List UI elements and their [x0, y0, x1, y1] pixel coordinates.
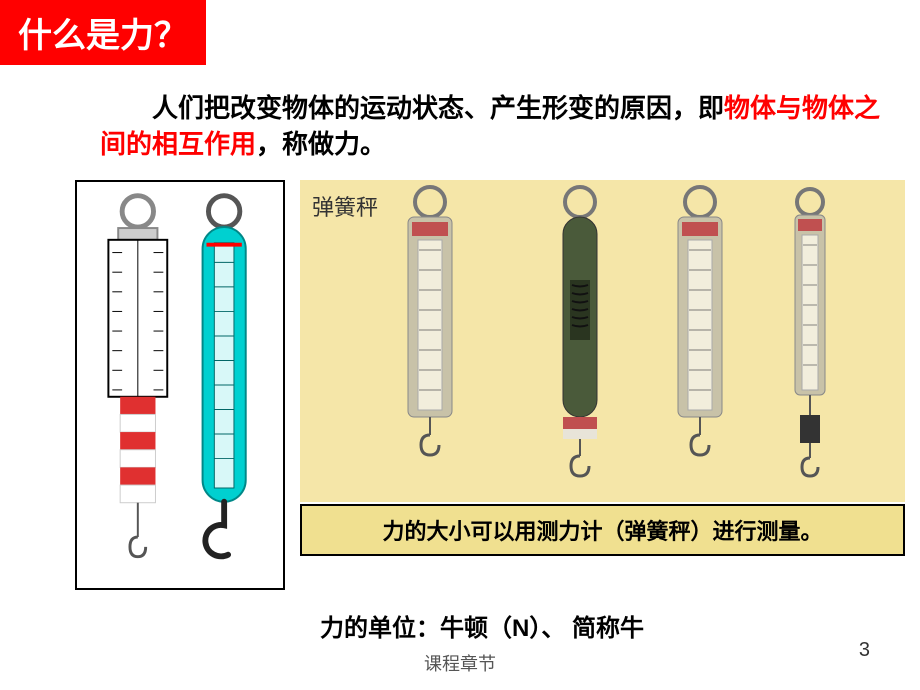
intro-part1: 人们把改变物体的运动状态、产生形变的原因，即: [152, 93, 724, 123]
photo-caption: 力的大小可以用测力计（弹簧秤）进行测量。: [300, 504, 905, 556]
spring-scale-photo: 弹簧秤: [300, 180, 905, 502]
diagram-svg: [77, 182, 283, 588]
intro-paragraph: 人们把改变物体的运动状态、产生形变的原因，即物体与物体之间的相互作用，称做力。: [100, 90, 890, 163]
scale-3-icon: [678, 187, 722, 455]
footer-label: 课程章节: [0, 650, 920, 676]
spring-scale-diagram: [75, 180, 285, 590]
intro-part2: ，称做力。: [256, 129, 386, 159]
scale-4-icon: [795, 189, 825, 476]
unit-text: 力的单位：牛顿（N）、 简称牛: [320, 608, 644, 643]
left-scale-icon: [108, 196, 167, 557]
photo-svg: [300, 180, 905, 502]
photo-label: 弹簧秤: [312, 190, 378, 222]
page-number: 3: [859, 639, 870, 662]
right-scale-icon: [203, 196, 246, 557]
scale-2-icon: [563, 187, 597, 476]
scale-1-icon: [408, 187, 452, 455]
slide-title: 什么是力？: [0, 0, 206, 65]
intro-indent: [100, 93, 152, 123]
